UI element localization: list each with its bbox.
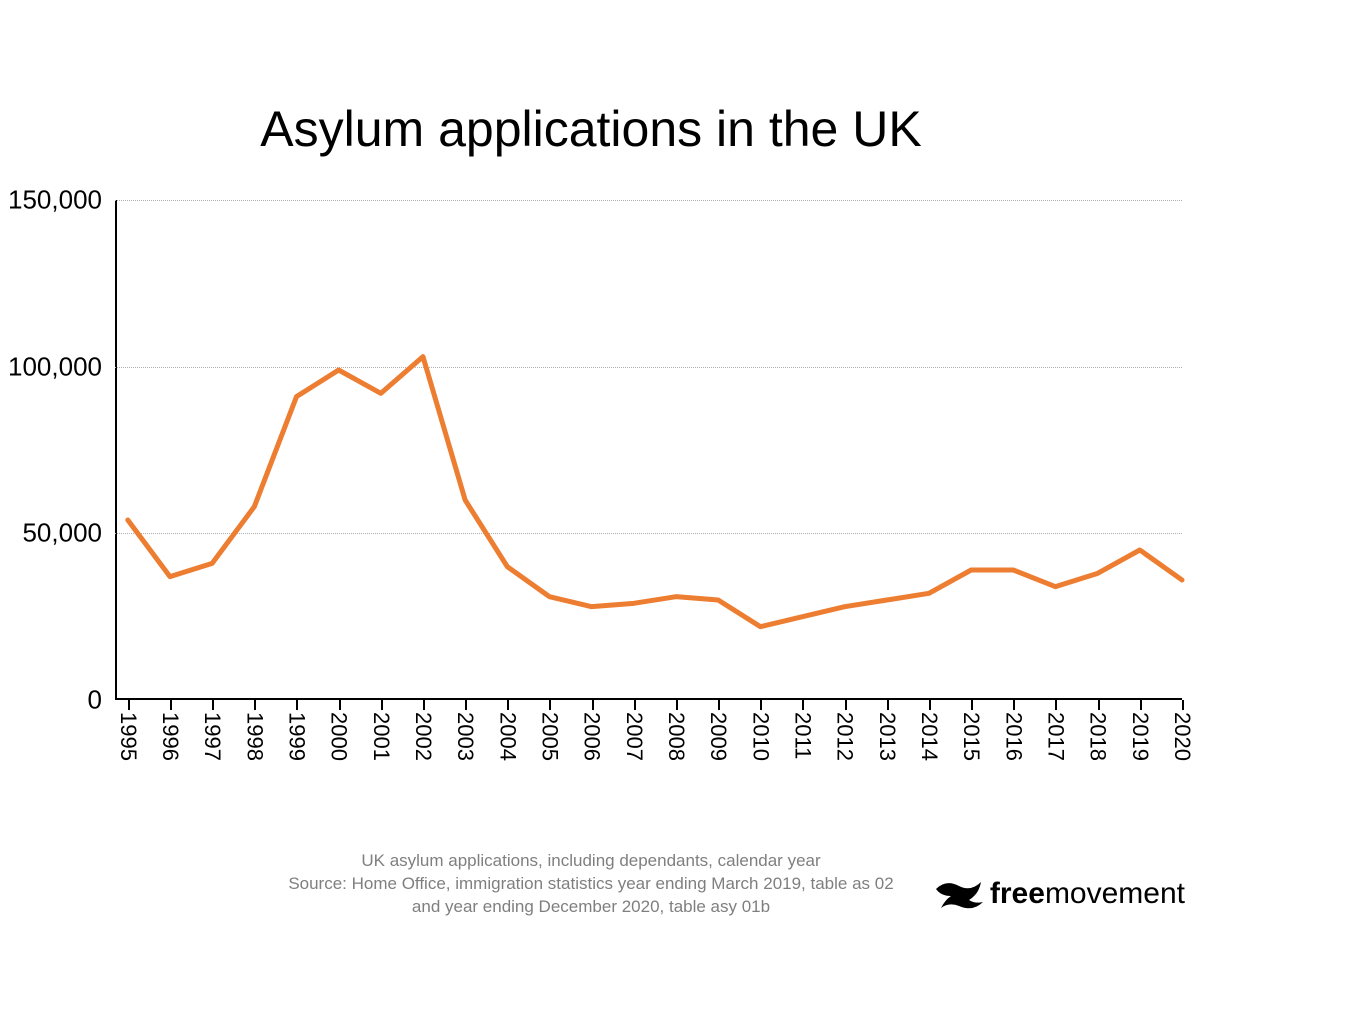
logo-normal: movement — [1045, 877, 1185, 910]
x-tick-label: 2002 — [410, 712, 436, 761]
x-tick — [254, 700, 256, 710]
x-tick — [549, 700, 551, 710]
y-tick-label-3: 150,000 — [8, 185, 102, 216]
x-tick — [170, 700, 172, 710]
x-tick — [1182, 700, 1184, 710]
x-tick — [1098, 700, 1100, 710]
y-tick-label-0: 0 — [88, 685, 102, 716]
x-tick-label: 2007 — [621, 712, 647, 761]
bird-icon — [931, 874, 986, 914]
x-tick — [465, 700, 467, 710]
x-tick-label: 2015 — [958, 712, 984, 761]
x-tick-label: 2003 — [452, 712, 478, 761]
x-axis-line — [115, 698, 1182, 700]
x-tick-label: 2011 — [789, 712, 815, 759]
x-tick — [971, 700, 973, 710]
x-tick-label: 2005 — [536, 712, 562, 761]
y-tick-label-1: 50,000 — [22, 518, 102, 549]
x-tick-label: 2000 — [326, 712, 352, 761]
x-tick-label: 2004 — [494, 712, 520, 761]
x-tick — [929, 700, 931, 710]
x-tick-label: 2010 — [747, 712, 773, 761]
x-tick — [128, 700, 130, 710]
x-tick — [592, 700, 594, 710]
y-tick-label-2: 100,000 — [8, 351, 102, 382]
x-tick-label: 2019 — [1127, 712, 1153, 761]
x-tick — [845, 700, 847, 710]
x-tick — [887, 700, 889, 710]
x-tick — [339, 700, 341, 710]
x-tick-label: 1999 — [283, 712, 309, 761]
plot-area: 0 50,000 100,000 150,000 199519961997199… — [115, 200, 1182, 700]
x-tick — [423, 700, 425, 710]
x-tick — [1013, 700, 1015, 710]
x-tick-label: 2020 — [1169, 712, 1195, 761]
x-tick — [212, 700, 214, 710]
x-tick-label: 2001 — [368, 712, 394, 761]
x-tick-label: 2009 — [705, 712, 731, 761]
x-tick-label: 2008 — [663, 712, 689, 761]
logo-bold: free — [990, 877, 1045, 910]
x-tick-label: 2014 — [916, 712, 942, 761]
x-tick-label: 1997 — [199, 712, 225, 761]
x-tick — [802, 700, 804, 710]
x-tick — [507, 700, 509, 710]
x-tick-label: 2016 — [1000, 712, 1026, 761]
chart-container: Asylum applications in the UK 0 50,000 1… — [0, 0, 1365, 1024]
x-tick — [718, 700, 720, 710]
chart-title: Asylum applications in the UK — [0, 100, 1182, 158]
x-tick-label: 2018 — [1085, 712, 1111, 761]
x-tick-label: 2017 — [1042, 712, 1068, 761]
x-tick-label: 1998 — [241, 712, 267, 761]
x-tick — [760, 700, 762, 710]
x-tick — [676, 700, 678, 710]
x-tick — [1140, 700, 1142, 710]
x-tick — [1055, 700, 1057, 710]
x-tick — [296, 700, 298, 710]
x-tick-label: 1995 — [115, 712, 141, 761]
x-tick-label: 2012 — [832, 712, 858, 761]
x-tick-label: 2006 — [579, 712, 605, 761]
x-tick — [381, 700, 383, 710]
x-tick-label: 1996 — [157, 712, 183, 761]
x-tick — [634, 700, 636, 710]
x-tick-label: 2013 — [874, 712, 900, 761]
logo: freemovement — [931, 874, 1185, 914]
logo-text: freemovement — [990, 877, 1185, 911]
line-series — [115, 200, 1182, 700]
caption-line-1: UK asylum applications, including depend… — [0, 850, 1182, 873]
